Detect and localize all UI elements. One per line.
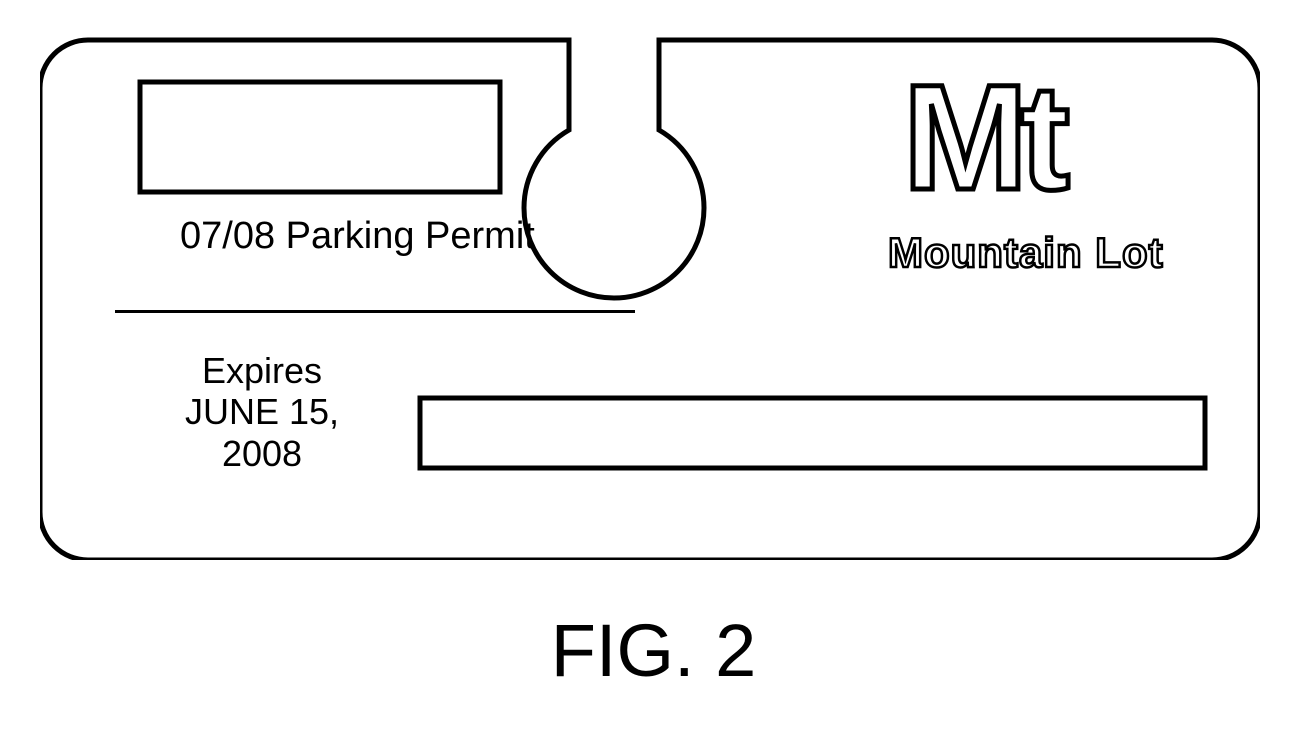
logo-sub: Mountain Lot <box>888 232 1164 274</box>
top-field-box <box>140 82 500 192</box>
expires-label: Expires <box>185 350 339 391</box>
bottom-field-box <box>420 398 1205 468</box>
logo-main: Mt <box>903 62 1062 212</box>
permit-outline <box>40 20 1260 560</box>
figure-label: FIG. 2 <box>551 608 757 693</box>
divider-line <box>115 310 635 313</box>
expires-date-line2: 2008 <box>185 433 339 474</box>
expires-block: Expires JUNE 15, 2008 <box>185 350 339 474</box>
expires-date-line1: JUNE 15, <box>185 391 339 432</box>
permit-title: 07/08 Parking Permit <box>180 215 535 258</box>
